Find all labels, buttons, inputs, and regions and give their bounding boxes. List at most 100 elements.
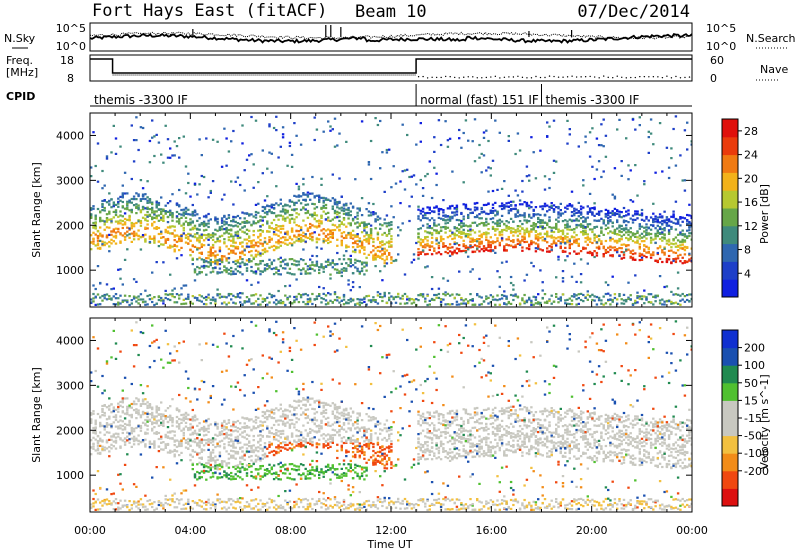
power-cell — [509, 281, 513, 285]
power-cell — [347, 299, 350, 302]
power-cell — [528, 215, 531, 218]
power-cell — [349, 214, 352, 217]
power-cell — [349, 231, 352, 234]
power-cell — [144, 233, 147, 236]
velocity-cell — [96, 347, 100, 350]
power-cell — [688, 252, 691, 255]
power-cell — [279, 198, 282, 201]
power-cell — [123, 299, 127, 302]
power-cell — [293, 122, 296, 125]
power-cell — [548, 219, 551, 222]
power-cell — [464, 235, 468, 238]
power-cell — [216, 240, 219, 243]
power-cell — [631, 218, 635, 221]
power-cell — [516, 211, 520, 214]
power-cell — [299, 208, 303, 211]
power-cell — [686, 236, 689, 239]
power-cell — [690, 293, 692, 296]
power-cell — [340, 268, 343, 271]
power-cell — [588, 210, 592, 214]
power-cell — [532, 215, 535, 218]
power-cell — [437, 287, 441, 290]
power-cell — [261, 270, 264, 273]
power-cell — [302, 231, 305, 234]
power-cell — [92, 297, 95, 300]
power-cell — [272, 249, 276, 252]
power-cell — [175, 301, 179, 304]
power-cell — [130, 197, 133, 201]
velocity-cell — [151, 408, 154, 411]
power-cell — [435, 183, 438, 187]
power-cell — [530, 239, 533, 243]
power-cell — [559, 299, 562, 302]
velocity-cell — [128, 438, 131, 441]
power-cell — [114, 203, 118, 206]
power-cell — [198, 272, 201, 275]
power-cell — [227, 236, 231, 239]
power-cell — [593, 255, 596, 259]
power-cell — [379, 242, 382, 245]
power-cell — [388, 148, 391, 151]
power-cell — [430, 210, 434, 213]
velocity-cell — [141, 398, 145, 401]
power-cell — [245, 221, 249, 224]
power-cell — [254, 263, 258, 266]
power-cell — [356, 226, 359, 229]
power-cell — [230, 298, 233, 301]
power-cell — [528, 179, 531, 182]
power-cell — [202, 215, 206, 218]
power-cell — [417, 294, 420, 297]
power-cell — [634, 302, 637, 305]
power-cell — [629, 294, 632, 297]
power-cell — [178, 205, 181, 208]
power-cell — [487, 139, 490, 143]
power-cell — [225, 303, 228, 306]
velocity-cell — [105, 422, 109, 425]
velocity-cell — [162, 419, 165, 422]
power-cell — [555, 242, 558, 245]
power-cell — [539, 232, 542, 235]
power-cell — [338, 258, 341, 261]
power-cell — [559, 212, 562, 215]
power-cell — [281, 126, 285, 129]
power-cell — [622, 227, 626, 230]
power-cell — [464, 251, 468, 254]
power-cell — [575, 303, 578, 306]
power-cell — [164, 289, 167, 292]
power-cell — [216, 288, 219, 291]
power-cell — [288, 267, 292, 270]
power-cell — [577, 201, 580, 204]
power-cell — [173, 234, 176, 237]
power-cell — [421, 250, 425, 253]
power-cell — [166, 138, 170, 141]
power-cell — [322, 297, 325, 301]
power-cell — [290, 165, 294, 168]
power-cell — [209, 218, 212, 221]
power-cell — [485, 238, 488, 241]
power-cell — [295, 230, 298, 233]
power-cell — [214, 233, 217, 236]
power-cell — [128, 295, 131, 298]
velocity-cell — [99, 439, 102, 442]
nave-point — [625, 77, 627, 79]
power-cell — [358, 270, 361, 273]
power-cell — [121, 184, 124, 187]
power-cell — [123, 238, 127, 241]
power-cell — [286, 298, 289, 301]
power-cell — [275, 115, 278, 118]
velocity-cell — [157, 408, 161, 411]
power-cell — [462, 232, 465, 235]
power-cell — [211, 232, 215, 235]
velocity-cell — [99, 437, 102, 440]
power-cell — [94, 214, 97, 217]
power-cell — [211, 180, 215, 183]
power-cell — [153, 296, 156, 299]
power-cell — [467, 229, 470, 232]
power-cell — [573, 231, 576, 234]
power-cell — [597, 247, 601, 250]
power-cell — [254, 249, 258, 252]
power-cell — [259, 252, 262, 255]
power-cell — [227, 292, 231, 296]
power-cell — [121, 196, 124, 199]
power-cell — [577, 297, 580, 300]
